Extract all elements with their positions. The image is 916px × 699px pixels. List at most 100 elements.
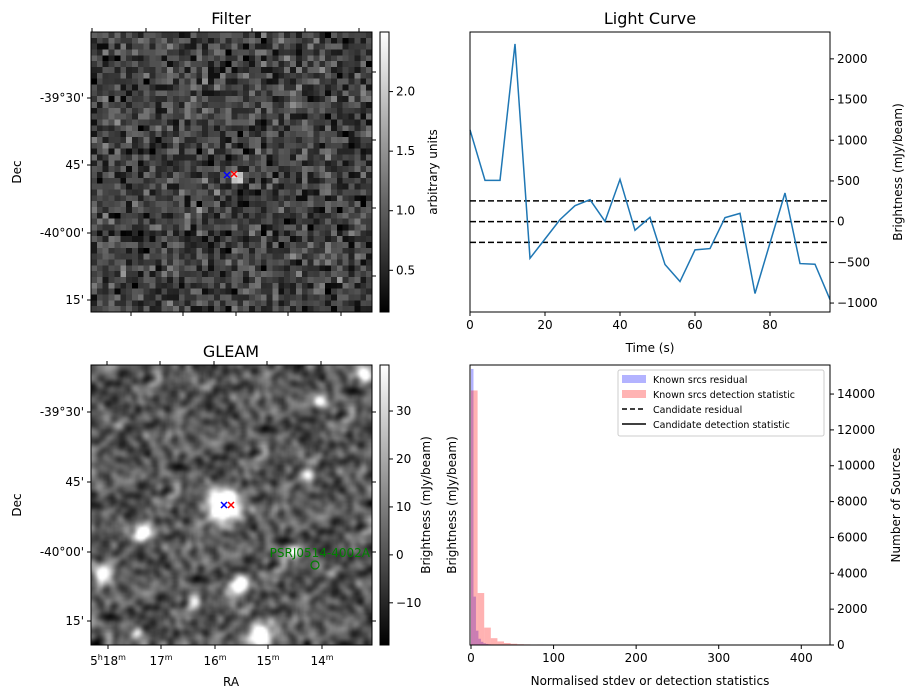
hist-xlabel: Normalised stdev or detection statistics bbox=[531, 674, 770, 688]
residual-bar bbox=[483, 643, 486, 645]
colorbar-tick-label: −10 bbox=[396, 596, 421, 610]
residual-bar bbox=[478, 638, 481, 645]
gleam-xticks: 5h18m 17m 16m 15m 14m bbox=[90, 361, 376, 668]
hist-legend: Known srcs residual Known srcs detection… bbox=[617, 369, 825, 437]
residual-bar bbox=[480, 641, 484, 645]
xtick-label: 300 bbox=[707, 651, 730, 665]
filter-title: Filter bbox=[211, 9, 251, 28]
xtick-label: 60 bbox=[687, 318, 702, 332]
gleam-colorbar bbox=[379, 364, 390, 646]
gleam-xlabel: RA bbox=[223, 675, 240, 689]
legend-label: Known srcs detection statistic bbox=[653, 390, 795, 401]
red-x-marker bbox=[230, 170, 238, 178]
residual-bar bbox=[485, 643, 489, 645]
filter-colorbar-label: arbitrary units bbox=[426, 129, 440, 215]
filter-ylabel: Dec bbox=[10, 160, 24, 183]
ytick-label: 8000 bbox=[837, 495, 868, 509]
ytick-label: −500 bbox=[837, 255, 870, 269]
ytick-label: −1000 bbox=[837, 296, 878, 310]
xtick-label: 0 bbox=[467, 651, 475, 665]
detection-bar bbox=[504, 643, 511, 645]
gleam-frame bbox=[90, 364, 373, 646]
hist-frame bbox=[469, 364, 831, 646]
ytick-label: 10000 bbox=[837, 459, 875, 473]
legend-label: Candidate detection statistic bbox=[653, 420, 790, 431]
detection-bar bbox=[471, 390, 478, 645]
residual-bar bbox=[471, 368, 474, 645]
filter-markers bbox=[223, 170, 238, 179]
gleam-ylabel: Dec bbox=[10, 493, 24, 516]
ytick-label: 2000 bbox=[837, 52, 868, 66]
histogram-plot: 0 100 200 300 400020004000600080001000012000… bbox=[467, 368, 875, 665]
ytick-label: 45' bbox=[65, 475, 84, 489]
legend-patch-residual bbox=[622, 375, 646, 383]
xtick-label: 15m bbox=[256, 653, 279, 668]
xtick-label: 0 bbox=[466, 318, 474, 332]
colorbar-tick-label: 20 bbox=[396, 452, 411, 466]
hist-ylabel-left: Brightness (mJy/beam) bbox=[445, 436, 459, 574]
colorbar-tick-label: 0.5 bbox=[396, 263, 415, 277]
colorbar-tick-label: 1.5 bbox=[396, 144, 415, 158]
legend-label: Candidate residual bbox=[653, 405, 742, 416]
filter-colorbar bbox=[379, 31, 390, 313]
ytick-label: 6000 bbox=[837, 530, 868, 544]
filter-colorbar-ticks: 0.5 1.0 1.5 2.0 bbox=[389, 85, 415, 277]
detection-bar bbox=[490, 638, 498, 645]
xtick-label: 200 bbox=[625, 651, 648, 665]
filter-yticks: -39°30' 45' -40°00' 15' bbox=[40, 91, 91, 307]
xtick-label: 16m bbox=[203, 653, 226, 668]
blue-x-marker bbox=[220, 501, 228, 509]
detection-bar bbox=[484, 627, 491, 645]
ytick-label: 15' bbox=[65, 293, 84, 307]
ytick-label: 15' bbox=[65, 614, 84, 628]
residual-bar bbox=[473, 596, 476, 645]
ytick-label: -39°30' bbox=[40, 91, 84, 105]
ytick-label: 1500 bbox=[837, 93, 868, 107]
hist-ylabel-right: Number of Sources bbox=[889, 448, 903, 563]
ytick-label: 0 bbox=[837, 638, 845, 652]
xtick-label: 400 bbox=[790, 651, 813, 665]
legend-patch-detection bbox=[622, 390, 646, 398]
ytick-label: -40°00' bbox=[40, 545, 84, 559]
ytick-label: 45' bbox=[65, 158, 84, 172]
detection-bar bbox=[497, 641, 505, 645]
gleam-colorbar-ticks: −10 0 10 20 30 bbox=[389, 404, 421, 610]
xtick-label: 14m bbox=[310, 653, 333, 668]
colorbar-tick-label: 10 bbox=[396, 500, 411, 514]
light-curve-line bbox=[469, 43, 831, 300]
detection-bar bbox=[510, 643, 518, 645]
colorbar-tick-label: 0 bbox=[396, 548, 404, 562]
psr-annotation: PSRJ0514-4002A bbox=[270, 546, 371, 560]
detection-bar bbox=[477, 593, 485, 645]
ytick-label: 4000 bbox=[837, 566, 868, 580]
psr-circle-marker bbox=[310, 560, 320, 570]
lc-frame bbox=[469, 31, 831, 313]
ytick-label: 14000 bbox=[837, 387, 875, 401]
light-curve-plot: 0 20 40 60 80 −1000 −500 0 500 1000 1500 2000 bbox=[466, 43, 878, 332]
gleam-colorbar-label: Brightness (mJy/beam) bbox=[419, 436, 433, 574]
colorbar-tick-label: 1.0 bbox=[396, 204, 415, 218]
xtick-label: 20 bbox=[537, 318, 552, 332]
ytick-label: 500 bbox=[837, 174, 860, 188]
filter-frame bbox=[90, 31, 373, 313]
ytick-label: 0 bbox=[837, 215, 845, 229]
colorbar-tick-label: 2.0 bbox=[396, 85, 415, 99]
colorbar-tick-label: 30 bbox=[396, 404, 411, 418]
xtick-label: 5h18m bbox=[90, 653, 126, 668]
ytick-label: 12000 bbox=[837, 423, 875, 437]
ytick-label: 2000 bbox=[837, 602, 868, 616]
blue-x-marker bbox=[223, 171, 231, 179]
lc-ylabel: Brightness (mJy/beam) bbox=[891, 103, 905, 241]
xtick-label: 100 bbox=[542, 651, 565, 665]
ytick-label: -40°00' bbox=[40, 226, 84, 240]
legend-box bbox=[617, 369, 825, 437]
gleam-markers bbox=[220, 501, 235, 509]
red-x-marker bbox=[227, 501, 235, 509]
ytick-label: -39°30' bbox=[40, 405, 84, 419]
ytick-label: 1000 bbox=[837, 133, 868, 147]
lc-title: Light Curve bbox=[604, 9, 696, 28]
legend-label: Known srcs residual bbox=[653, 375, 747, 386]
xtick-label: 17m bbox=[149, 653, 172, 668]
filter-xticks bbox=[91, 28, 376, 316]
xtick-label: 40 bbox=[612, 318, 627, 332]
